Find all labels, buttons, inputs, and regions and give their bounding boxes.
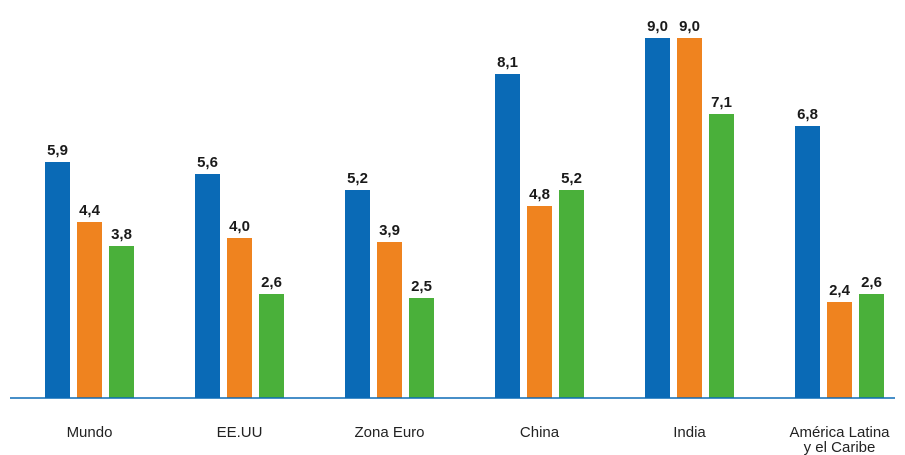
category-label-2: Zona Euro	[354, 424, 424, 441]
data-label-series-a-1: 5,6	[197, 154, 218, 171]
bar-series-b-0	[77, 222, 102, 398]
category-labels-group: Mundo EE.UU Zona Euro China India América Lat…	[67, 424, 891, 455]
category-label-line: América Latina	[789, 424, 890, 441]
category-label-1: EE.UU	[217, 424, 263, 441]
category-label-4: India	[673, 424, 706, 441]
data-label-series-c-0: 3,8	[111, 226, 132, 243]
value-labels-group: 5,9 4,4 3,8 5,6 4,0 2,6 5,2 3,9 2,5 8,1 4,8 5,2 9,0 9…	[47, 18, 882, 299]
category-label-line: EE.UU	[217, 424, 263, 441]
category-label-3: China	[520, 424, 560, 441]
bar-series-b-3	[527, 206, 552, 398]
category-label-line: Mundo	[67, 424, 113, 441]
bar-series-a-3	[495, 74, 520, 398]
bar-series-b-2	[377, 242, 402, 398]
bar-series-a-0	[45, 162, 70, 398]
data-label-series-b-0: 4,4	[79, 202, 101, 219]
data-label-series-c-5: 2,6	[861, 274, 882, 291]
bar-series-c-2	[409, 298, 434, 398]
data-label-series-a-3: 8,1	[497, 54, 518, 71]
bar-series-c-3	[559, 190, 584, 398]
data-label-series-a-0: 5,9	[47, 142, 68, 159]
bar-series-b-4	[677, 38, 702, 398]
bars-group	[45, 38, 884, 398]
data-label-series-c-3: 5,2	[561, 170, 582, 187]
data-label-series-c-4: 7,1	[711, 94, 732, 111]
bar-series-c-1	[259, 294, 284, 398]
data-label-series-b-5: 2,4	[829, 282, 851, 299]
bar-series-c-4	[709, 114, 734, 398]
category-label-line: China	[520, 424, 560, 441]
data-label-series-a-2: 5,2	[347, 170, 368, 187]
category-label-0: Mundo	[67, 424, 113, 441]
category-label-5: América Latina y el Caribe	[789, 424, 890, 455]
bar-series-b-1	[227, 238, 252, 398]
data-label-series-a-5: 6,8	[797, 106, 818, 123]
data-label-series-b-3: 4,8	[529, 186, 550, 203]
data-label-series-a-4: 9,0	[647, 18, 668, 35]
bar-series-c-0	[109, 246, 134, 398]
data-label-series-b-4: 9,0	[679, 18, 700, 35]
data-label-series-b-2: 3,9	[379, 222, 400, 239]
bar-series-a-1	[195, 174, 220, 398]
bar-series-a-5	[795, 126, 820, 398]
bar-series-c-5	[859, 294, 884, 398]
bar-series-b-5	[827, 302, 852, 398]
category-label-line: y el Caribe	[804, 439, 876, 455]
category-label-line: Zona Euro	[354, 424, 424, 441]
data-label-series-c-2: 2,5	[411, 278, 432, 295]
category-label-line: India	[673, 424, 706, 441]
bar-series-a-2	[345, 190, 370, 398]
data-label-series-c-1: 2,6	[261, 274, 282, 291]
bar-series-a-4	[645, 38, 670, 398]
data-label-series-b-1: 4,0	[229, 218, 250, 235]
